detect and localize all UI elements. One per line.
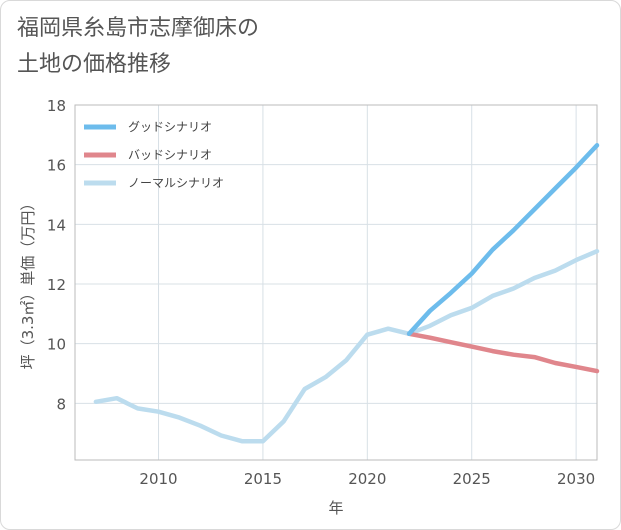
- y-tick-18: 18: [47, 97, 66, 115]
- x-tick-2025: 2025: [453, 470, 491, 488]
- legend-label-1: バッドシナリオ: [128, 148, 212, 162]
- y-tick-10: 10: [47, 336, 66, 354]
- x-tick-2015: 2015: [244, 470, 282, 488]
- y-axis-label: 坪（3.3㎡）単価（万円）: [19, 196, 37, 370]
- chart-title: 福岡県糸島市志摩御床の 土地の価格推移: [17, 11, 577, 83]
- series-line-0: [406, 143, 600, 337]
- x-axis-ticks: 2010 2015 2020 2025 2030: [139, 470, 595, 488]
- y-tick-16: 16: [47, 157, 66, 175]
- y-tick-14: 14: [47, 216, 66, 234]
- x-axis-label: 年: [328, 499, 343, 517]
- x-tick-2010: 2010: [139, 470, 177, 488]
- y-tick-12: 12: [47, 276, 66, 294]
- y-axis-ticks: 8 10 12 14 16 18: [47, 97, 66, 413]
- legend-label-2: ノーマルシナリオ: [128, 176, 224, 190]
- series-lines: [93, 143, 600, 444]
- chart-title-line2: 土地の価格推移: [17, 52, 172, 77]
- chart-title-line1: 福岡県糸島市志摩御床の: [17, 16, 260, 41]
- x-tick-2020: 2020: [348, 470, 386, 488]
- series-line-2: [93, 248, 600, 444]
- grid: [75, 104, 597, 460]
- series-line-1: [406, 331, 600, 374]
- x-tick-2030: 2030: [557, 470, 595, 488]
- y-tick-8: 8: [56, 395, 66, 413]
- legend-label-0: グッドシナリオ: [128, 120, 212, 134]
- plot-frame: [74, 104, 598, 461]
